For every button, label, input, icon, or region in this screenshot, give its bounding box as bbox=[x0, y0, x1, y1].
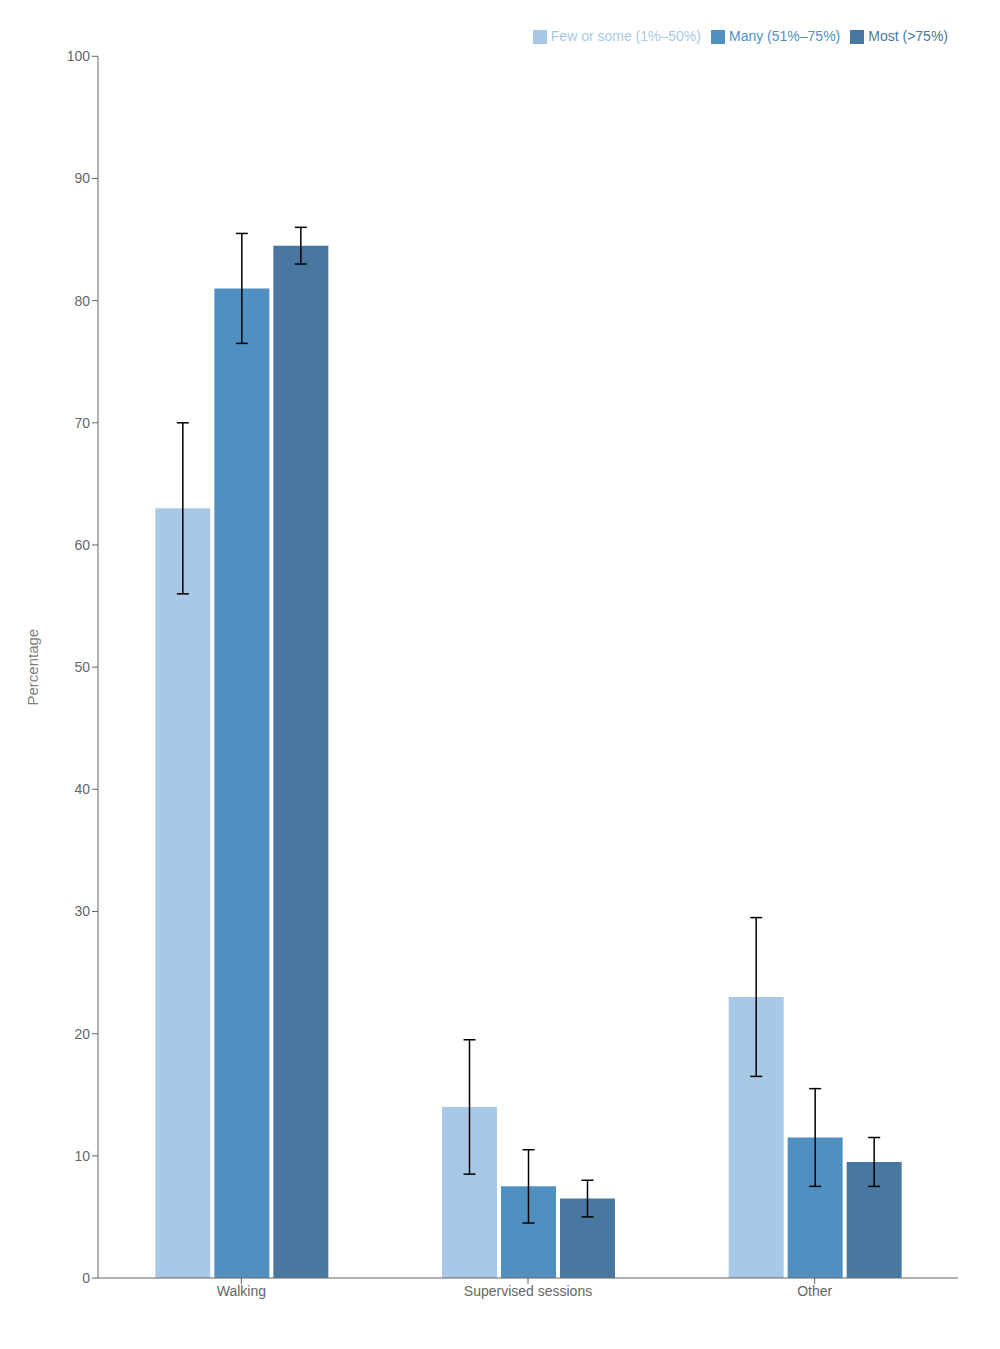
svg-text:0: 0 bbox=[82, 1270, 90, 1286]
svg-text:40: 40 bbox=[74, 781, 90, 797]
svg-text:30: 30 bbox=[74, 903, 90, 919]
svg-text:Percentage: Percentage bbox=[24, 629, 41, 706]
html-text:Most (>75%): Most (>75%) bbox=[868, 28, 948, 44]
svg-text:60: 60 bbox=[74, 537, 90, 553]
svg-text:Walking: Walking bbox=[217, 1283, 266, 1299]
svg-text:50: 50 bbox=[74, 659, 90, 675]
svg-text:90: 90 bbox=[74, 170, 90, 186]
html-text:Many (51%–75%): Many (51%–75%) bbox=[729, 28, 841, 44]
svg-text:70: 70 bbox=[74, 415, 90, 431]
svg-text:100: 100 bbox=[67, 48, 91, 64]
svg-text:20: 20 bbox=[74, 1026, 90, 1042]
svg-text:Other: Other bbox=[797, 1283, 832, 1299]
svg-text:80: 80 bbox=[74, 293, 90, 309]
svg-text:Supervised sessions: Supervised sessions bbox=[464, 1283, 592, 1299]
svg-text:10: 10 bbox=[74, 1148, 90, 1164]
html-text:Few or some (1%–50%): Few or some (1%–50%) bbox=[550, 28, 701, 44]
